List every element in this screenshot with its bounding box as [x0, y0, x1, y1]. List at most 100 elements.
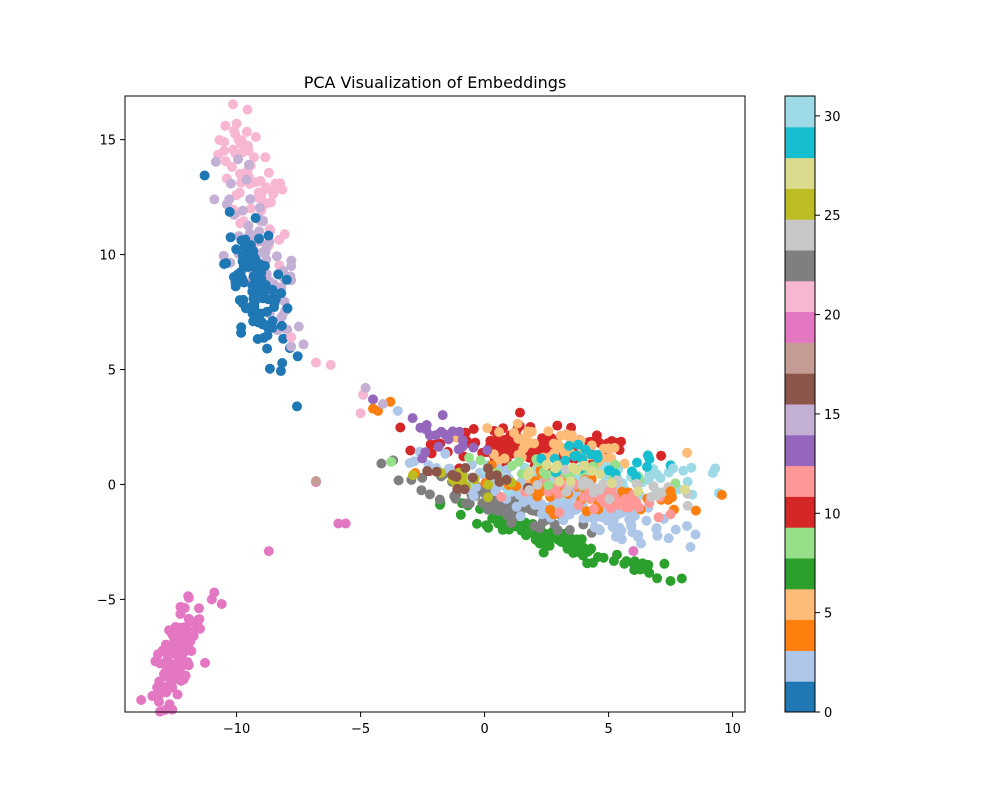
- colorbar-segment: [785, 588, 815, 621]
- colorbar-segment: [785, 250, 815, 282]
- data-point: [537, 517, 548, 528]
- data-point: [543, 426, 554, 437]
- data-point: [564, 525, 575, 535]
- data-point: [437, 410, 448, 421]
- colorbar-segment: [785, 650, 815, 682]
- data-point: [262, 343, 273, 354]
- data-point: [565, 476, 576, 487]
- data-point: [682, 521, 692, 531]
- data-point: [682, 476, 693, 487]
- data-point: [573, 547, 583, 557]
- data-point: [560, 455, 571, 466]
- x-tick-label: 10: [724, 722, 741, 737]
- data-point: [685, 542, 696, 552]
- colorbar-segment: [785, 311, 815, 343]
- colorbar-tick-label: 10: [824, 507, 841, 522]
- data-point: [663, 533, 674, 544]
- data-point: [264, 363, 275, 374]
- data-point: [376, 458, 387, 469]
- data-point: [286, 332, 297, 343]
- data-point: [573, 439, 584, 450]
- data-point: [455, 509, 466, 520]
- data-point: [532, 480, 543, 490]
- data-point: [195, 623, 205, 634]
- data-point: [467, 472, 478, 483]
- data-point: [632, 457, 642, 468]
- data-point: [275, 178, 286, 189]
- colorbar-tick-label: 15: [824, 408, 841, 423]
- data-point: [464, 452, 475, 463]
- colorbar-segment: [785, 404, 815, 436]
- colorbar-segment: [785, 465, 815, 497]
- data-point: [153, 696, 164, 707]
- data-point: [468, 424, 479, 434]
- colorbar-segment: [785, 157, 815, 189]
- data-point: [614, 508, 625, 519]
- data-point: [161, 687, 172, 698]
- data-point: [578, 460, 589, 471]
- data-point: [333, 518, 344, 529]
- data-point: [629, 556, 640, 567]
- data-point: [395, 422, 406, 433]
- data-point: [276, 312, 287, 323]
- data-point: [258, 332, 269, 343]
- data-point: [220, 120, 231, 131]
- data-point: [690, 505, 701, 516]
- data-point: [597, 479, 608, 490]
- data-point: [494, 427, 505, 437]
- data-point: [670, 524, 681, 535]
- colorbar-segment: [785, 373, 815, 405]
- data-point: [136, 695, 147, 705]
- data-point: [564, 440, 575, 451]
- data-point: [472, 518, 482, 529]
- data-point: [224, 194, 235, 205]
- data-point: [292, 401, 302, 412]
- data-point: [538, 441, 549, 452]
- data-point: [248, 271, 259, 282]
- data-point: [231, 244, 242, 255]
- data-point: [509, 427, 519, 438]
- colorbar-frame: [784, 95, 816, 713]
- data-point: [526, 426, 537, 437]
- axes-frame: [124, 95, 746, 713]
- data-point: [515, 407, 525, 418]
- data-point: [716, 489, 727, 500]
- data-point: [587, 465, 598, 476]
- data-point: [519, 441, 530, 452]
- y-tick-label: 0: [108, 478, 116, 493]
- data-point: [552, 420, 563, 431]
- data-point: [258, 216, 269, 227]
- data-point: [524, 485, 535, 496]
- data-point: [157, 645, 168, 656]
- colorbar-tick-label: 5: [824, 607, 832, 622]
- data-point: [594, 469, 605, 480]
- data-point: [407, 470, 418, 481]
- data-point: [635, 564, 646, 575]
- data-point: [271, 251, 282, 262]
- chart-title: PCA Visualization of Embeddings: [304, 73, 567, 92]
- data-point: [263, 230, 274, 241]
- data-point: [360, 382, 371, 393]
- data-point: [468, 442, 479, 453]
- data-point: [242, 104, 253, 115]
- colorbar-segment: [785, 619, 815, 651]
- data-point: [543, 480, 554, 491]
- data-point: [228, 99, 238, 110]
- data-point: [254, 202, 265, 213]
- data-point: [553, 439, 564, 450]
- data-point: [483, 522, 494, 533]
- data-point: [619, 558, 630, 569]
- data-point: [433, 441, 444, 452]
- data-point: [665, 486, 676, 497]
- data-point: [668, 463, 679, 474]
- data-point: [652, 573, 663, 584]
- data-point: [240, 234, 251, 245]
- colorbar-tick-label: 20: [824, 309, 841, 324]
- data-point: [580, 444, 591, 455]
- data-point: [633, 530, 644, 540]
- data-point: [209, 194, 220, 205]
- data-point: [225, 232, 236, 243]
- data-point: [277, 358, 288, 368]
- data-point: [377, 399, 388, 409]
- data-point: [248, 316, 259, 327]
